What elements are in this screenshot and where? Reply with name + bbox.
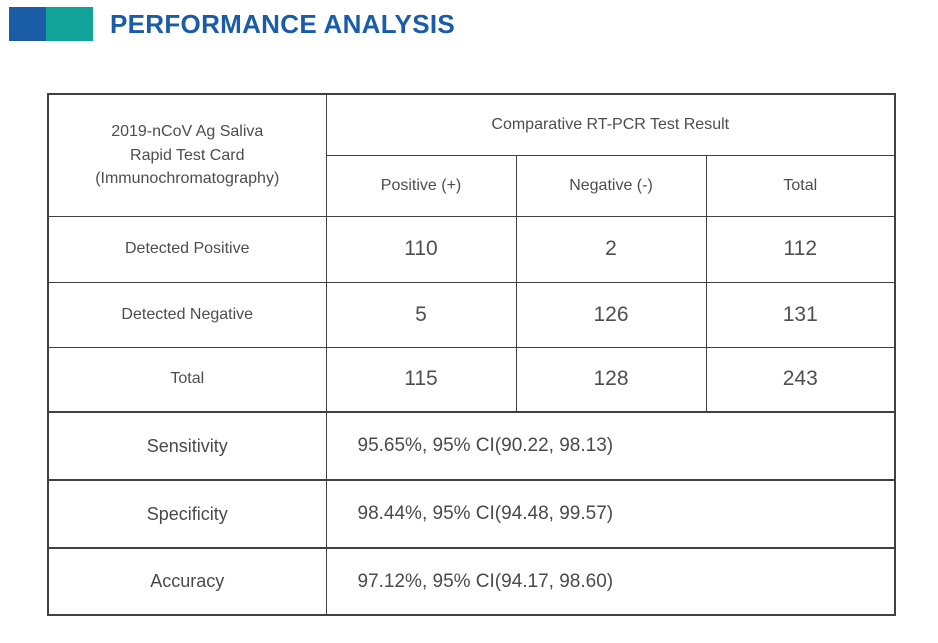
metric-label: Sensitivity — [47, 411, 327, 481]
metric-row-accuracy: Accuracy 97.12%, 95% CI(94.17, 98.60) — [47, 547, 896, 616]
cell-total: 112 — [705, 215, 896, 283]
metric-value: 98.44%, 95% CI(94.48, 99.57) — [325, 479, 896, 549]
row-label: Total — [47, 346, 327, 413]
metric-value: 95.65%, 95% CI(90.22, 98.13) — [325, 411, 896, 481]
brand-header: PERFORMANCE ANALYSIS — [9, 7, 455, 41]
column-header-positive: Positive (+) — [325, 154, 517, 217]
metric-value: 97.12%, 95% CI(94.17, 98.60) — [325, 547, 896, 616]
corner-header-cell: 2019-nCoV Ag Saliva Rapid Test Card (Imm… — [47, 93, 327, 217]
page-title: PERFORMANCE ANALYSIS — [110, 8, 456, 39]
cell-negative: 126 — [515, 281, 707, 348]
brand-square-blue-icon — [9, 7, 46, 41]
cell-positive: 110 — [325, 215, 517, 283]
column-header-total: Total — [705, 154, 896, 217]
metric-row-specificity: Specificity 98.44%, 95% CI(94.48, 99.57) — [47, 479, 896, 549]
cell-positive: 115 — [325, 346, 517, 413]
cell-negative: 2 — [515, 215, 707, 283]
corner-header-line1: 2019-nCoV Ag Saliva — [111, 123, 264, 141]
table-row-detected-negative: Detected Negative 5 126 131 — [47, 281, 896, 348]
cell-total: 243 — [705, 346, 896, 413]
group-header-cell: Comparative RT-PCR Test Result — [325, 93, 896, 156]
metric-label: Specificity — [47, 479, 327, 549]
cell-positive: 5 — [325, 281, 517, 348]
column-header-negative: Negative (-) — [515, 154, 707, 217]
corner-header-line3: (Immunochromatography) — [95, 169, 280, 187]
row-label: Detected Negative — [47, 281, 327, 348]
cell-total: 131 — [705, 281, 896, 348]
metric-row-sensitivity: Sensitivity 95.65%, 95% CI(90.22, 98.13) — [47, 411, 896, 481]
metric-label: Accuracy — [47, 547, 327, 616]
row-label: Detected Positive — [47, 215, 327, 283]
brand-square-teal-icon — [46, 7, 93, 41]
cell-negative: 128 — [515, 346, 707, 413]
brand-mark — [9, 7, 93, 41]
table-row-total: Total 115 128 243 — [47, 346, 896, 413]
table-row-detected-positive: Detected Positive 110 2 112 — [47, 215, 896, 283]
corner-header-line2: Rapid Test Card — [130, 146, 245, 164]
performance-table: 2019-nCoV Ag Saliva Rapid Test Card (Imm… — [47, 93, 897, 616]
